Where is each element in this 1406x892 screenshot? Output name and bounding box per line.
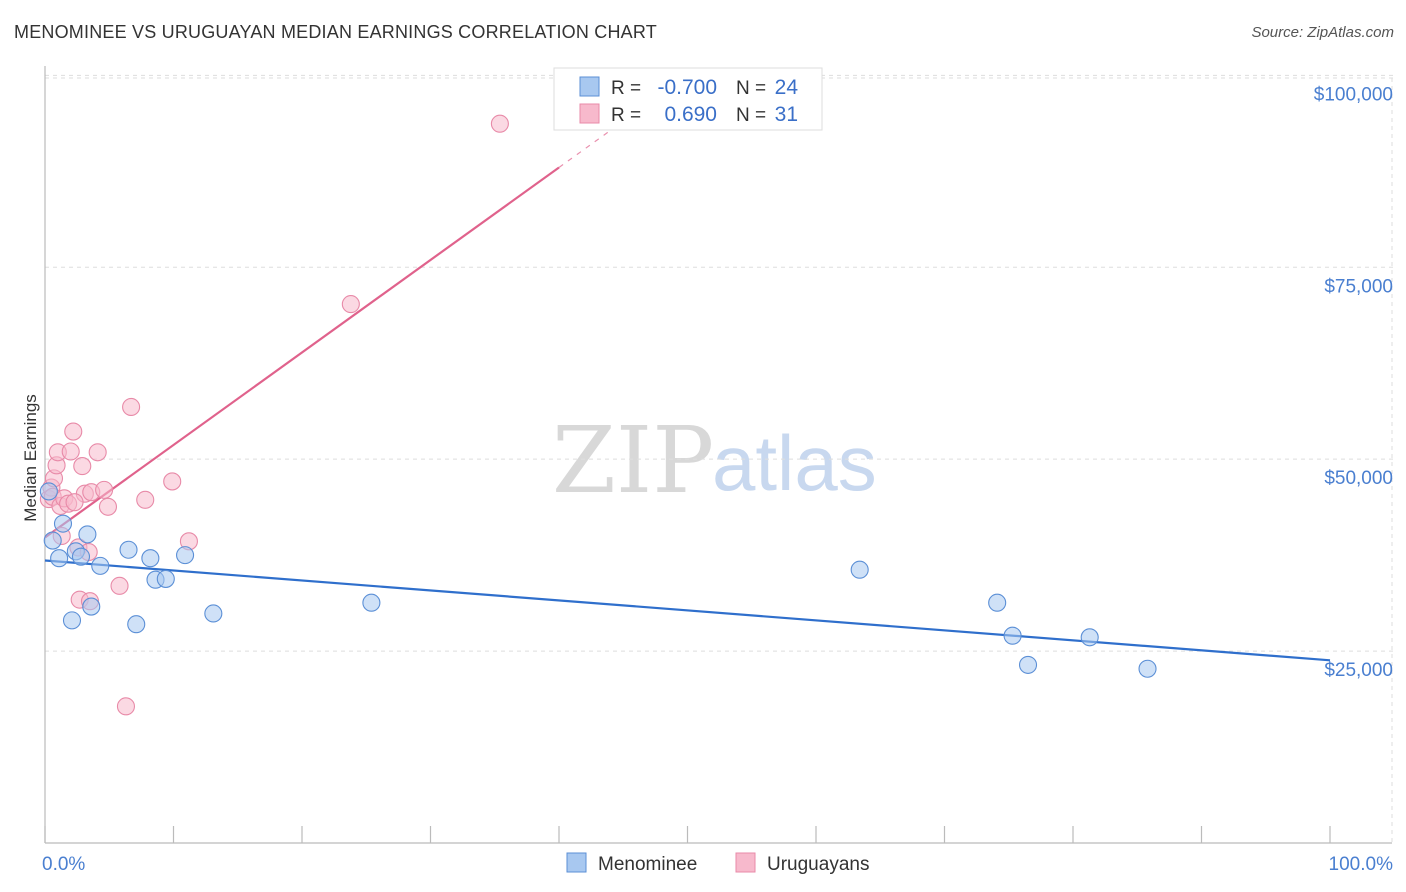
point-menominee [1138, 659, 1157, 678]
point-menominee [176, 546, 195, 565]
point-menominee [119, 540, 138, 559]
point-menominee [141, 549, 160, 568]
legend-swatch-uruguayans [579, 103, 600, 124]
series-legend: Menominee Uruguayans [566, 852, 869, 875]
trend-line-menominee [44, 559, 1331, 662]
point-menominee [362, 593, 381, 612]
legend-bottom-swatch-menominee [566, 852, 587, 873]
point-menominee [988, 593, 1007, 612]
x-tick-label-max: 100.0% [1329, 854, 1394, 875]
point-uruguayans [136, 490, 155, 509]
watermark-zip: ZIP [552, 407, 714, 514]
point-menominee [82, 597, 101, 616]
axes [44, 66, 1392, 844]
point-menominee [1018, 655, 1038, 674]
y-tick-label: $75,000 [1324, 276, 1393, 297]
legend-r-value-menominee: -0.700 [657, 76, 717, 99]
legend-n-value-menominee: 24 [775, 76, 799, 99]
x-tick-label-min: 0.0% [42, 854, 85, 875]
point-uruguayans [110, 576, 129, 595]
point-uruguayans [490, 114, 509, 133]
legend-r-value-uruguayans: 0.690 [664, 103, 717, 126]
point-menominee [91, 556, 110, 575]
point-menominee [71, 547, 91, 566]
y-axis-title: Median Earnings [21, 394, 40, 522]
point-menominee [62, 611, 82, 630]
correlation-legend: R = -0.700 N = 24 R = 0.690 N = 31 [553, 67, 823, 131]
y-tick-label: $50,000 [1324, 468, 1393, 489]
point-uruguayans [341, 295, 360, 314]
y-tick-label: $25,000 [1324, 660, 1393, 681]
point-menominee [50, 549, 69, 568]
x-tick-labels: 0.0% 100.0% [42, 854, 1393, 875]
point-menominee [850, 560, 869, 579]
point-uruguayans [122, 397, 141, 417]
point-uruguayans [116, 697, 136, 716]
point-menominee [127, 615, 146, 634]
point-menominee [39, 482, 58, 501]
y-tick-labels: $25,000 $50,000 $75,000 $100,000 [1314, 84, 1393, 681]
point-uruguayans [95, 480, 114, 499]
grid-lines [45, 74, 1395, 843]
legend-n-value-uruguayans: 31 [775, 103, 798, 126]
point-uruguayans [64, 422, 83, 441]
point-uruguayans [61, 442, 80, 461]
legend-r-label-uruguayans: R = [611, 105, 641, 126]
watermark-atlas: atlas [712, 419, 877, 507]
chart-title: MENOMINEE VS URUGUAYAN MEDIAN EARNINGS C… [14, 22, 657, 42]
source-credit: Source: ZipAtlas.com [1251, 24, 1394, 41]
legend-n-label-uruguayans: N = [736, 105, 766, 126]
point-menominee [43, 531, 62, 550]
data-points [39, 114, 1157, 716]
point-menominee [156, 569, 175, 588]
zipatlas-watermark: ZIP atlas [552, 407, 877, 514]
point-menominee [204, 604, 223, 623]
trend-lines [44, 120, 1331, 662]
point-menominee [1003, 626, 1022, 645]
point-menominee [1080, 628, 1099, 647]
point-uruguayans [73, 457, 92, 476]
point-uruguayans [98, 497, 118, 516]
legend-bottom-label-uruguayans: Uruguayans [767, 854, 869, 875]
trend-line-uruguayans [44, 166, 560, 539]
legend-bottom-label-menominee: Menominee [598, 854, 697, 875]
point-menominee [53, 514, 73, 533]
y-tick-label: $100,000 [1314, 84, 1393, 105]
point-uruguayans [88, 443, 107, 462]
point-uruguayans [65, 493, 84, 512]
legend-bottom-swatch-uruguayans [735, 852, 756, 873]
legend-swatch-menominee [579, 76, 600, 97]
point-uruguayans [163, 472, 182, 491]
point-menominee [78, 525, 97, 544]
trend-line-uruguayans-extension [558, 120, 624, 168]
legend-r-label-menominee: R = [611, 78, 641, 99]
legend-n-label-menominee: N = [736, 78, 766, 99]
